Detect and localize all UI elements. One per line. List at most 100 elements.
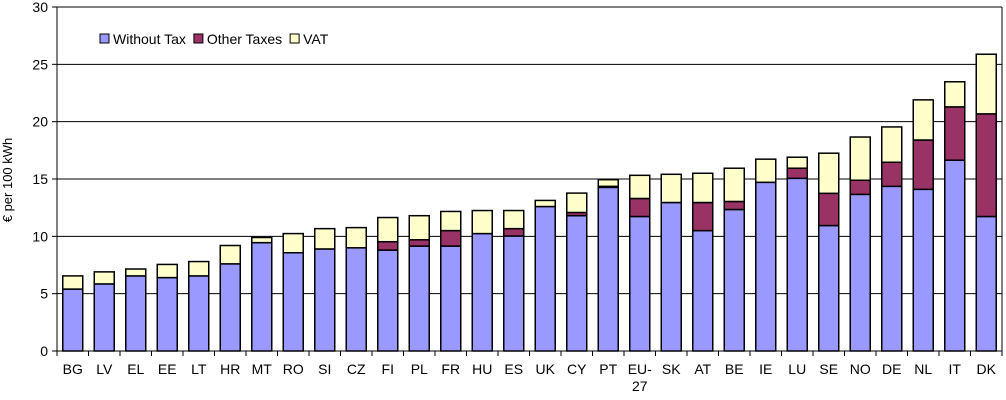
bar-other-taxes-pl bbox=[408, 239, 430, 247]
bar-vat-bg bbox=[62, 275, 84, 290]
x-tick-label: SE bbox=[819, 361, 838, 377]
bar-vat-si bbox=[314, 227, 336, 250]
bar-vat-pl bbox=[408, 214, 430, 241]
bar-vat-at bbox=[692, 172, 714, 204]
x-tick-label: BE bbox=[725, 361, 744, 377]
bar-without-tax-it bbox=[944, 159, 966, 352]
legend: Without Tax Other Taxes VAT bbox=[99, 31, 329, 47]
x-tick-label: DE bbox=[882, 361, 901, 377]
y-tick-label: 20 bbox=[32, 114, 48, 130]
y-tick-label: 10 bbox=[32, 228, 48, 244]
legend-label: VAT bbox=[303, 31, 329, 47]
y-axis-label: € per 100 kWh bbox=[0, 138, 15, 223]
y-tick-label: 30 bbox=[32, 0, 48, 15]
bar-other-taxes-de bbox=[881, 161, 903, 188]
bar-vat-hr bbox=[219, 244, 241, 265]
bar-without-tax-pt bbox=[597, 186, 619, 352]
bar-vat-dk bbox=[975, 53, 997, 115]
legend-label: Other Taxes bbox=[207, 31, 282, 47]
bar-other-taxes-at bbox=[692, 201, 714, 232]
bars bbox=[62, 53, 997, 352]
y-tick-label: 15 bbox=[32, 171, 48, 187]
bar-without-tax-el bbox=[125, 275, 147, 352]
bar-vat-nl bbox=[912, 99, 934, 141]
bar-vat-cy bbox=[566, 192, 588, 214]
x-tick-label: BG bbox=[63, 361, 83, 377]
bar-without-tax-nl bbox=[912, 188, 934, 352]
legend-swatch-without-tax bbox=[99, 33, 110, 44]
bar-vat-be bbox=[723, 167, 745, 203]
bar-other-taxes-es bbox=[503, 227, 525, 237]
x-tick-label: IT bbox=[949, 361, 962, 377]
x-tick-label: LT bbox=[191, 361, 207, 377]
bar-without-tax-eu-27 bbox=[629, 215, 651, 352]
bar-without-tax-lt bbox=[188, 275, 210, 352]
bar-vat-de bbox=[881, 126, 903, 164]
bar-vat-lv bbox=[93, 271, 115, 285]
bar-vat-lt bbox=[188, 260, 210, 277]
x-tick-label: LV bbox=[96, 361, 113, 377]
bar-vat-no bbox=[849, 136, 871, 182]
bar-vat-mt bbox=[251, 236, 273, 244]
bar-vat-hu bbox=[471, 209, 493, 235]
x-tick-labels: BG LV EL EE LT HR MT RO SI CZ FI PL FR HU ES UK CY PT EU-2… bbox=[63, 361, 997, 394]
bar-without-tax-fi bbox=[377, 249, 399, 352]
x-tick-label: SK bbox=[662, 361, 681, 377]
bar-without-tax-hu bbox=[471, 232, 493, 352]
x-tick-label: LU bbox=[788, 361, 806, 377]
bar-other-taxes-lu bbox=[786, 167, 808, 180]
bar-vat-eu-27 bbox=[629, 174, 651, 200]
x-tick-label: 27 bbox=[632, 378, 648, 394]
bar-vat-cz bbox=[345, 226, 367, 249]
bar-without-tax-ie bbox=[755, 181, 777, 352]
bar-other-taxes-nl bbox=[912, 139, 934, 191]
x-tick-label: HR bbox=[220, 361, 240, 377]
bar-without-tax-fr bbox=[440, 245, 462, 352]
bar-other-taxes-se bbox=[818, 192, 840, 227]
bar-without-tax-dk bbox=[975, 215, 997, 352]
bar-vat-fi bbox=[377, 216, 399, 243]
bar-without-tax-uk bbox=[534, 205, 556, 352]
bar-without-tax-lv bbox=[93, 283, 115, 352]
bar-other-taxes-dk bbox=[975, 113, 997, 218]
bar-vat-ie bbox=[755, 158, 777, 184]
x-tick-label: NO bbox=[850, 361, 871, 377]
bar-without-tax-bg bbox=[62, 288, 84, 352]
bar-vat-lu bbox=[786, 156, 808, 169]
bar-without-tax-cz bbox=[345, 247, 367, 352]
legend-swatch-vat bbox=[289, 33, 300, 44]
x-tick-label: MT bbox=[252, 361, 273, 377]
bar-without-tax-at bbox=[692, 229, 714, 352]
x-tick-label: FI bbox=[382, 361, 394, 377]
bar-without-tax-ro bbox=[282, 251, 304, 352]
bar-other-taxes-be bbox=[723, 200, 745, 211]
bar-vat-fr bbox=[440, 210, 462, 232]
axes bbox=[52, 6, 1003, 356]
bar-without-tax-se bbox=[818, 224, 840, 352]
bar-without-tax-de bbox=[881, 185, 903, 352]
bar-without-tax-hr bbox=[219, 263, 241, 352]
legend-label: Without Tax bbox=[113, 31, 186, 47]
bar-vat-sk bbox=[660, 173, 682, 204]
x-tick-label: AT bbox=[694, 361, 711, 377]
x-tick-label: RO bbox=[283, 361, 304, 377]
bar-other-taxes-fr bbox=[440, 229, 462, 247]
x-tick-label: UK bbox=[536, 361, 556, 377]
bar-vat-it bbox=[944, 81, 966, 108]
x-tick-label: EL bbox=[127, 361, 144, 377]
bar-without-tax-ee bbox=[156, 276, 178, 352]
bar-vat-uk bbox=[534, 199, 556, 208]
x-tick-label: SI bbox=[318, 361, 331, 377]
bar-vat-es bbox=[503, 209, 525, 230]
bar-other-taxes-it bbox=[944, 106, 966, 161]
x-tick-label: DK bbox=[977, 361, 997, 377]
x-tick-label: CZ bbox=[347, 361, 366, 377]
x-tick-label: PT bbox=[599, 361, 617, 377]
x-tick-label: EE bbox=[158, 361, 177, 377]
bar-vat-el bbox=[125, 268, 147, 277]
bar-vat-ro bbox=[282, 232, 304, 254]
bar-other-taxes-eu-27 bbox=[629, 197, 651, 218]
bar-vat-se bbox=[818, 152, 840, 195]
legend-swatch-other-taxes bbox=[193, 33, 204, 44]
